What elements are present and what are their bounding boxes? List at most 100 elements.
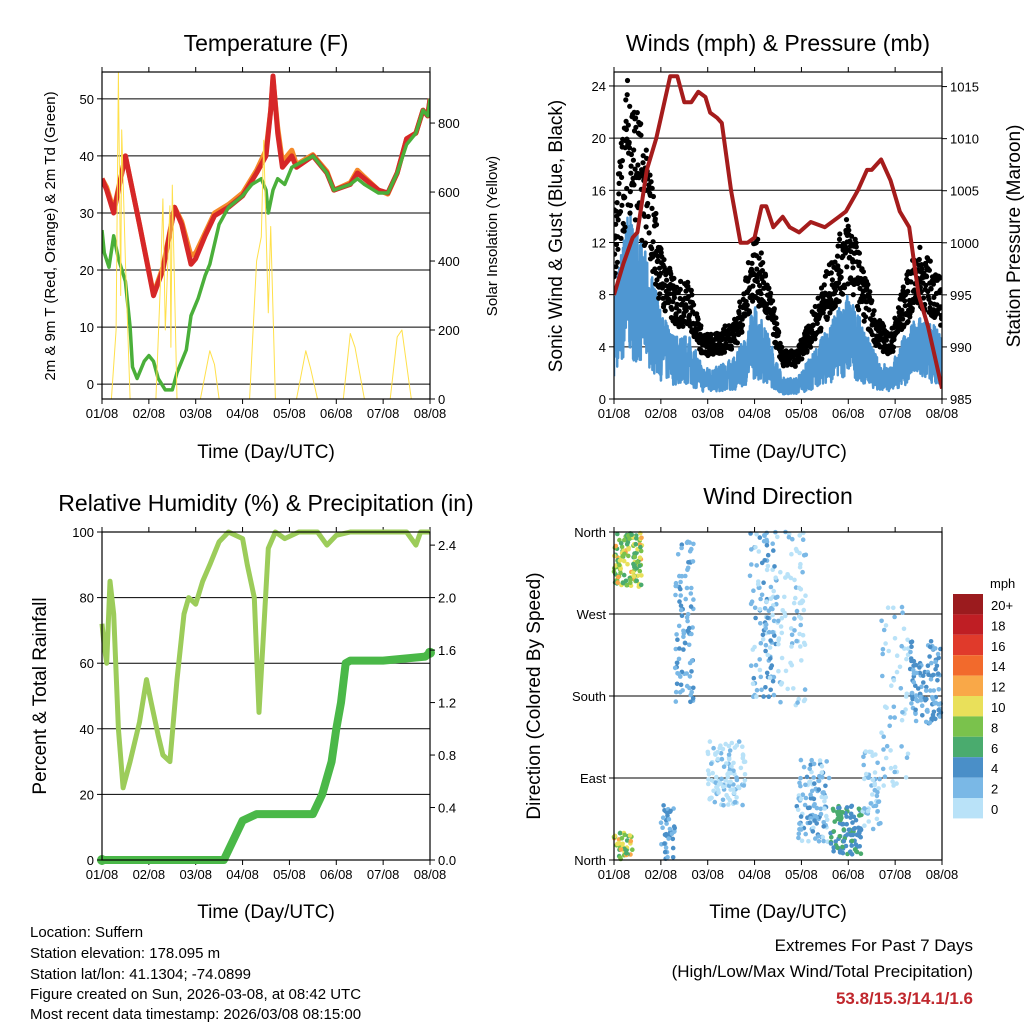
direction-point	[819, 794, 824, 800]
gust-point	[909, 306, 915, 312]
direction-point	[725, 771, 730, 777]
legend-label: 8	[991, 720, 998, 735]
direction-point	[799, 658, 804, 663]
gust-point	[643, 224, 649, 230]
direction-point	[929, 716, 934, 721]
direction-point	[691, 685, 696, 691]
x-tick-label: 06/08	[832, 406, 865, 421]
direction-point	[909, 644, 914, 649]
direction-point	[844, 821, 849, 827]
direction-point	[795, 700, 800, 705]
x-tick-label: 02/08	[133, 867, 166, 882]
direction-point	[854, 832, 860, 838]
x-tick-label: 08/08	[414, 406, 447, 421]
direction-point	[904, 691, 910, 697]
direction-point	[809, 757, 814, 763]
direction-point	[879, 730, 884, 735]
direction-point	[625, 561, 630, 567]
gust-point	[628, 151, 635, 158]
direction-point	[707, 739, 713, 744]
gust-point	[905, 288, 911, 294]
gust-point	[628, 202, 634, 209]
direction-point	[753, 662, 759, 668]
direction-point	[719, 756, 725, 762]
direction-point	[881, 783, 886, 788]
direction-point	[881, 747, 886, 752]
direction-point	[866, 775, 871, 780]
direction-point	[688, 591, 694, 596]
direction-point	[670, 836, 676, 842]
direction-point	[709, 778, 714, 783]
direction-point	[808, 792, 813, 797]
direction-point	[908, 640, 914, 645]
right-y-tick-label: 2.0	[438, 591, 456, 606]
direction-point	[685, 567, 690, 573]
gust-point	[627, 189, 633, 195]
created-text: Figure created on Sun, 2026-03-08, at 08…	[30, 986, 361, 1003]
gust-point	[622, 224, 628, 230]
direction-point	[662, 841, 667, 846]
direction-point	[831, 829, 837, 834]
gust-point	[853, 244, 859, 250]
gust-point	[856, 259, 862, 265]
direction-point	[684, 683, 690, 689]
direction-point	[904, 755, 910, 760]
direction-point	[632, 554, 638, 560]
direction-point	[841, 827, 847, 832]
direction-point	[770, 629, 775, 635]
direction-point	[678, 603, 684, 608]
direction-point	[615, 580, 620, 585]
direction-point	[849, 843, 854, 848]
direction-point	[865, 808, 871, 814]
direction-point	[689, 631, 694, 637]
left-y-tick-label: 40	[80, 149, 94, 164]
direction-point	[768, 584, 774, 590]
legend-label: 4	[991, 761, 998, 776]
direction-point	[789, 632, 795, 638]
direction-point	[760, 632, 766, 638]
gust-point	[838, 274, 844, 280]
direction-point	[773, 595, 779, 600]
x-tick-label: 03/08	[179, 867, 212, 882]
direction-point	[778, 624, 784, 629]
direction-point	[767, 675, 773, 681]
gust-point	[680, 323, 686, 329]
gust-point	[614, 264, 619, 270]
gust-point	[616, 191, 622, 197]
direction-point	[731, 790, 737, 796]
direction-point	[678, 674, 683, 679]
direction-point	[718, 751, 724, 756]
direction-point	[674, 632, 679, 637]
direction-point	[789, 644, 794, 649]
direction-point	[891, 678, 897, 683]
direction-point	[848, 849, 853, 854]
direction-point	[734, 795, 739, 800]
direction-point	[766, 694, 772, 699]
x-tick-label: 05/08	[273, 867, 306, 882]
direction-point	[629, 532, 634, 537]
direction-point	[763, 642, 769, 648]
temperature-xlabel: Time (Day/UTC)	[197, 442, 335, 463]
gust-point	[664, 277, 670, 283]
direction-point	[812, 781, 817, 786]
left-y-tick-label: 60	[80, 656, 94, 671]
direction-point	[660, 825, 665, 830]
direction-point	[754, 694, 759, 699]
direction-point	[797, 821, 802, 826]
direction-point	[728, 779, 733, 785]
right-y-tick-label: 0.0	[438, 853, 456, 868]
gust-point	[721, 349, 728, 355]
direction-point	[918, 697, 924, 703]
gust-point	[619, 158, 626, 164]
gust-point	[627, 103, 633, 109]
direction-point	[796, 831, 802, 837]
direction-point	[824, 759, 829, 764]
gust-point	[635, 162, 641, 168]
gust-point	[631, 182, 637, 188]
legend-swatch	[953, 594, 983, 615]
right-y-tick-label: 1.2	[438, 696, 456, 711]
gust-point	[902, 298, 908, 304]
gust-point	[649, 245, 655, 252]
gust-point	[678, 278, 684, 284]
direction-point	[681, 634, 686, 640]
